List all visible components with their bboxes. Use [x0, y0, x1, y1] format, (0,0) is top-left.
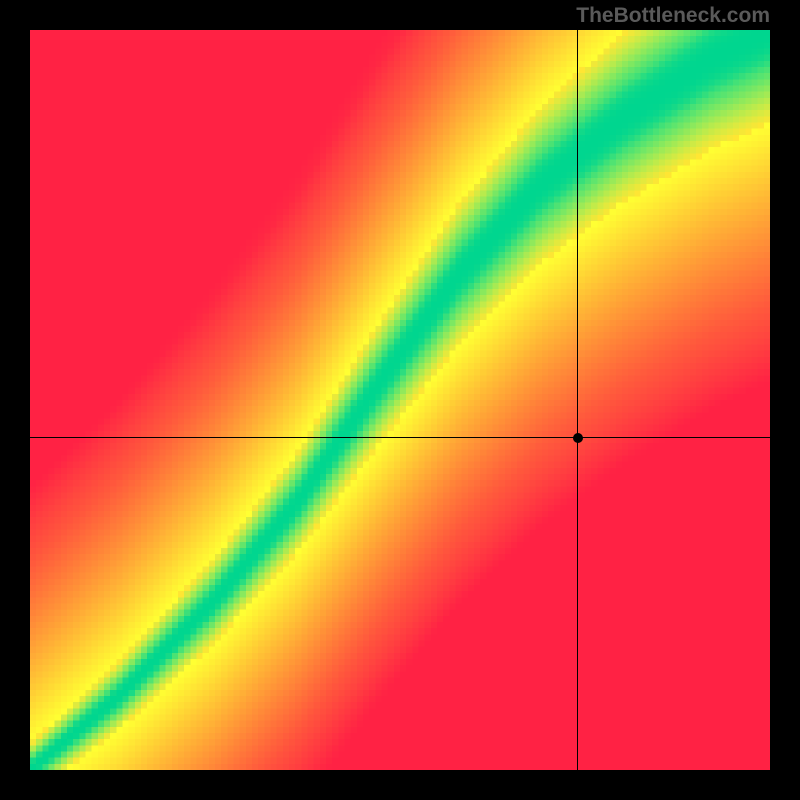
watermark-text: TheBottleneck.com	[576, 4, 770, 28]
crosshair-dot	[573, 433, 583, 443]
bottleneck-heatmap	[30, 30, 770, 770]
crosshair-horizontal	[30, 437, 770, 438]
crosshair-vertical	[577, 30, 578, 770]
chart-container: TheBottleneck.com	[0, 0, 800, 800]
